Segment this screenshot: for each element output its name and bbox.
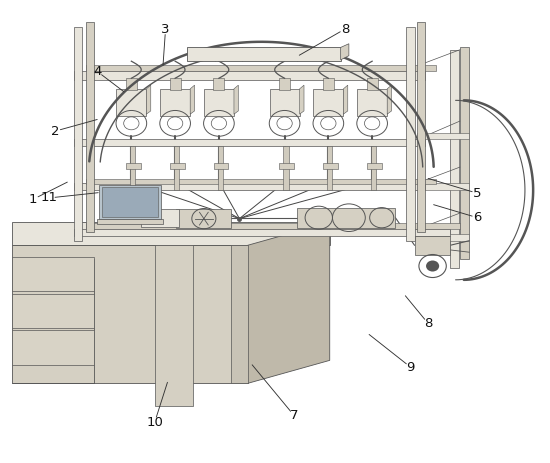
Polygon shape: [417, 22, 426, 232]
Polygon shape: [283, 146, 289, 190]
Polygon shape: [213, 78, 224, 90]
Polygon shape: [102, 188, 158, 217]
Polygon shape: [177, 209, 231, 228]
Polygon shape: [99, 186, 161, 219]
Text: 1: 1: [29, 193, 37, 206]
Polygon shape: [155, 245, 193, 407]
Polygon shape: [367, 78, 378, 90]
Polygon shape: [126, 163, 141, 169]
Polygon shape: [323, 78, 334, 90]
Polygon shape: [270, 89, 300, 116]
Polygon shape: [141, 209, 179, 227]
Polygon shape: [174, 146, 179, 190]
Polygon shape: [387, 85, 392, 114]
Polygon shape: [343, 85, 348, 114]
Polygon shape: [12, 257, 95, 291]
Polygon shape: [86, 22, 95, 232]
Polygon shape: [86, 65, 437, 71]
Polygon shape: [340, 44, 349, 60]
Polygon shape: [12, 245, 248, 383]
Polygon shape: [450, 50, 459, 269]
Polygon shape: [74, 71, 426, 80]
Polygon shape: [12, 331, 95, 365]
Polygon shape: [74, 183, 426, 190]
Text: 6: 6: [474, 211, 482, 224]
Text: 8: 8: [424, 317, 432, 330]
Text: 4: 4: [93, 65, 101, 78]
Polygon shape: [415, 236, 450, 255]
Polygon shape: [297, 207, 395, 228]
Polygon shape: [279, 163, 294, 169]
Text: 2: 2: [51, 125, 59, 138]
Polygon shape: [367, 163, 382, 169]
Polygon shape: [460, 47, 469, 259]
Polygon shape: [86, 223, 460, 229]
Polygon shape: [188, 47, 340, 61]
Polygon shape: [74, 229, 450, 236]
Polygon shape: [190, 85, 195, 114]
Polygon shape: [86, 179, 437, 184]
Polygon shape: [126, 78, 137, 90]
Polygon shape: [97, 219, 163, 224]
Polygon shape: [160, 89, 190, 116]
Text: 3: 3: [161, 23, 170, 36]
Text: 11: 11: [41, 191, 58, 204]
Polygon shape: [406, 27, 415, 241]
Polygon shape: [204, 89, 234, 116]
Polygon shape: [417, 183, 469, 190]
Polygon shape: [371, 146, 376, 190]
Polygon shape: [327, 146, 332, 190]
Polygon shape: [279, 78, 290, 90]
Polygon shape: [357, 89, 387, 116]
Polygon shape: [218, 146, 223, 190]
Polygon shape: [248, 222, 329, 383]
Polygon shape: [214, 163, 228, 169]
Text: 5: 5: [473, 187, 482, 200]
Polygon shape: [12, 222, 329, 245]
Polygon shape: [231, 245, 248, 383]
Polygon shape: [74, 27, 82, 241]
Polygon shape: [146, 85, 151, 114]
Polygon shape: [323, 163, 338, 169]
Polygon shape: [234, 85, 238, 114]
Polygon shape: [170, 163, 185, 169]
Text: 7: 7: [290, 409, 299, 422]
Circle shape: [426, 261, 439, 271]
Polygon shape: [417, 234, 469, 241]
Polygon shape: [417, 132, 469, 139]
Polygon shape: [300, 85, 304, 114]
Polygon shape: [116, 89, 146, 116]
Polygon shape: [130, 146, 135, 190]
Polygon shape: [74, 139, 426, 146]
Polygon shape: [12, 294, 95, 328]
Polygon shape: [314, 89, 343, 116]
Text: 9: 9: [406, 361, 415, 374]
Polygon shape: [169, 78, 180, 90]
Text: 10: 10: [146, 416, 163, 429]
Text: 8: 8: [341, 23, 349, 36]
